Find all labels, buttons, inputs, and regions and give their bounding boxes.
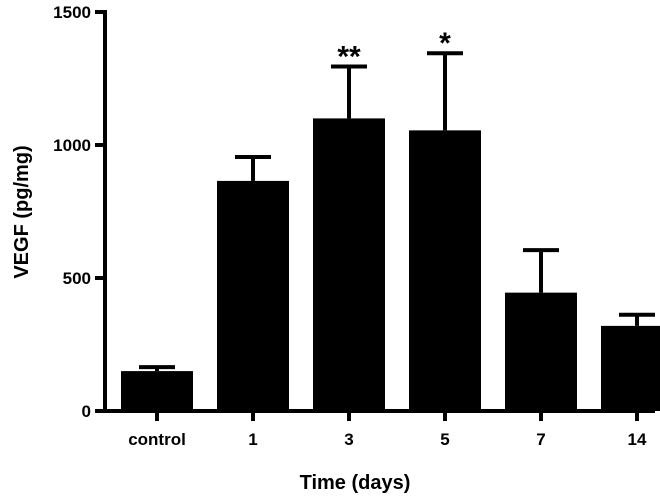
x-tick-label-control: control [128, 430, 186, 449]
x-tick-label-1: 1 [248, 430, 257, 449]
y-tick-label: 0 [82, 402, 91, 421]
bar-1 [217, 180, 289, 411]
error-bar-7 [523, 248, 559, 293]
y-axis-title: VEGF (pg/mg) [11, 145, 33, 278]
x-axis-title: Time (days) [300, 472, 411, 494]
x-tick-label-3: 3 [344, 430, 353, 449]
error-bar-1 [235, 154, 271, 181]
x-axis-ticks: control 1 3 5 7 14 [128, 411, 647, 449]
x-tick-label-14: 14 [628, 430, 647, 449]
bar-5 [409, 130, 481, 411]
bar-3 [313, 118, 385, 412]
bar-14 [601, 325, 660, 411]
significance-marker-3: ** [337, 41, 361, 74]
bars-layer [121, 118, 660, 412]
x-tick-label-5: 5 [440, 430, 449, 449]
error-bar-14 [619, 312, 655, 326]
error-bar-5 [427, 51, 463, 131]
error-bar-control [139, 365, 175, 372]
significance-marker-5: * [439, 27, 451, 60]
error-bar-3 [331, 64, 367, 119]
y-tick-label: 1500 [53, 3, 91, 22]
x-tick-label-7: 7 [536, 430, 545, 449]
y-tick-label: 500 [63, 269, 91, 288]
significance-layer: ** * [337, 27, 451, 73]
error-bars-layer [139, 51, 655, 372]
y-tick-label: 1000 [53, 136, 91, 155]
y-axis-ticks: 0 500 1000 1500 [53, 3, 105, 421]
bar-7 [505, 292, 577, 411]
bar-control [121, 371, 193, 411]
